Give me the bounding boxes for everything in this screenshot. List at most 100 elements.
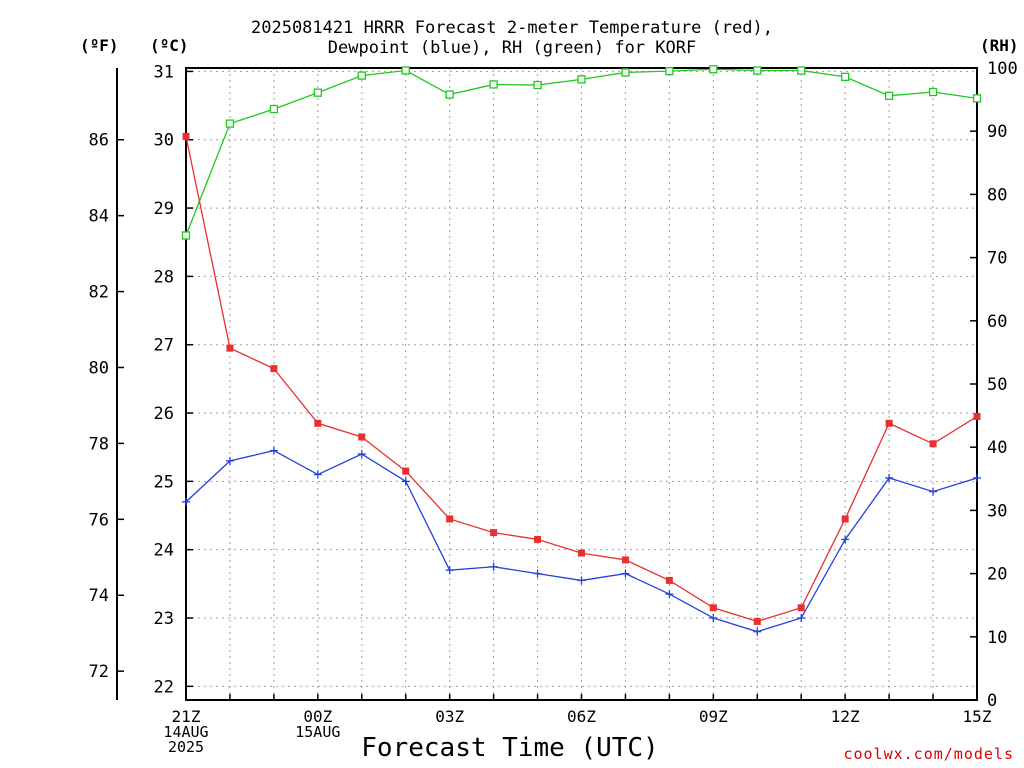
temperature-point [621,556,629,564]
rh-point [841,72,850,81]
grid [186,68,977,700]
celsius-tick-label: 30 [154,131,174,151]
fahrenheit-tick-label: 84 [89,207,109,227]
x-tick-label: 21Z [172,707,201,726]
fahrenheit-tick-label: 86 [89,131,109,151]
rh-unit-label: (RH) [980,36,1019,55]
fahrenheit-unit-label: (ºF) [80,36,119,55]
celsius-tick-label: 29 [154,199,174,219]
plot-frame [185,67,978,701]
rh-tick-label: 10 [987,628,1007,648]
celsius-tick-label: 25 [154,472,174,492]
temperature-point [929,440,937,448]
rh-point [313,88,322,97]
rh-point [753,66,762,75]
rh-point [269,104,279,114]
celsius-tick-label: 22 [154,677,174,697]
rh-tick-label: 40 [987,438,1007,458]
rh-tick-label: 80 [987,185,1007,205]
dewpoint-point [841,535,850,544]
celsius-tick-label: 27 [154,336,174,356]
rh-tick-label: 100 [987,59,1018,79]
rh-tick-label: 50 [987,375,1007,395]
temperature-point [270,365,278,373]
temperature-point [665,576,673,584]
fahrenheit-tick-label: 80 [89,358,109,378]
x-tick-label: 06Z [567,707,596,726]
series [181,65,982,636]
rh-tick-label: 60 [987,312,1007,332]
dewpoint-point [929,487,938,496]
temperature-point [490,529,498,537]
dewpoint-point [577,576,586,585]
fahrenheit-tick-label: 72 [89,662,109,682]
dewpoint-point [885,473,894,482]
rh-point [709,65,718,74]
temperature-point [358,433,366,441]
temperature-point [973,412,981,420]
dewpoint-point [269,446,278,455]
rh-tick-label: 0 [987,691,997,711]
rh-tick-label: 20 [987,565,1007,585]
dewpoint-point [973,473,981,482]
x-tick-label: 03Z [435,707,464,726]
rh-point [621,68,630,77]
temperature-point [753,617,761,625]
rh-point [401,66,410,75]
dewpoint-point [621,569,630,578]
temperature-point [314,419,322,427]
x-tick-label: 14AUG [163,723,208,741]
dewpoint-point [489,562,498,571]
celsius-tick-label: 28 [154,267,174,287]
temperature-point [841,515,849,523]
dewpoint-point [709,614,718,623]
rh-point [665,67,674,76]
dewpoint-point [797,614,806,623]
rh-point [972,94,982,103]
rh-tick-label: 90 [987,122,1007,142]
x-tick-label: 15Z [963,707,992,726]
celsius-tick-label: 23 [154,609,174,629]
x-tick-label: 2025 [168,738,204,756]
rh-tick-label: 30 [987,501,1007,521]
fahrenheit-tick-label: 74 [89,586,109,606]
temperature-point [885,419,893,427]
dewpoint-point [357,450,366,459]
dewpoint-point [665,590,674,599]
rh-point [181,231,191,240]
x-tick-label: 09Z [699,707,728,726]
rh-point [928,87,938,97]
temperature-point [402,467,410,475]
rh-point [577,75,586,84]
rh-point [533,80,542,90]
dewpoint-point [753,627,762,636]
dewpoint-point [533,569,542,578]
dewpoint-point [445,566,454,575]
celsius-tick-label: 31 [154,62,174,82]
fahrenheit-tick-label: 76 [89,510,109,530]
dewpoint-point [401,477,410,486]
dewpoint-point [182,497,190,506]
x-tick-label: 12Z [831,707,860,726]
x-tick-label: 15AUG [295,723,340,741]
temperature-point [182,132,190,140]
dewpoint-point [225,456,234,465]
fahrenheit-tick-label: 78 [89,434,109,454]
rh-point [797,66,806,75]
x-axis-title: Forecast Time (UTC) [361,733,659,763]
rh-point [357,71,366,80]
chart-title-line2: Dewpoint (blue), RH (green) for KORF [327,38,697,58]
rh-point [489,80,498,89]
temperature-point [446,515,454,523]
rh-point [884,91,894,100]
celsius-unit-label: (ºC) [150,36,189,55]
chart-title-line1: 2025081421 HRRR Forecast 2-meter Tempera… [251,18,773,38]
rh-tick-label: 70 [987,249,1007,269]
tick-labels: 72 74 76 78 80 82 84 86 22 23 24 25 26 27 28 29 30 31 0 10 2… [89,59,1018,756]
fahrenheit-tick-label: 82 [89,283,109,303]
axes [116,67,978,701]
dewpoint-point [313,470,322,479]
temperature-point [534,535,542,543]
celsius-tick-label: 24 [154,541,174,561]
